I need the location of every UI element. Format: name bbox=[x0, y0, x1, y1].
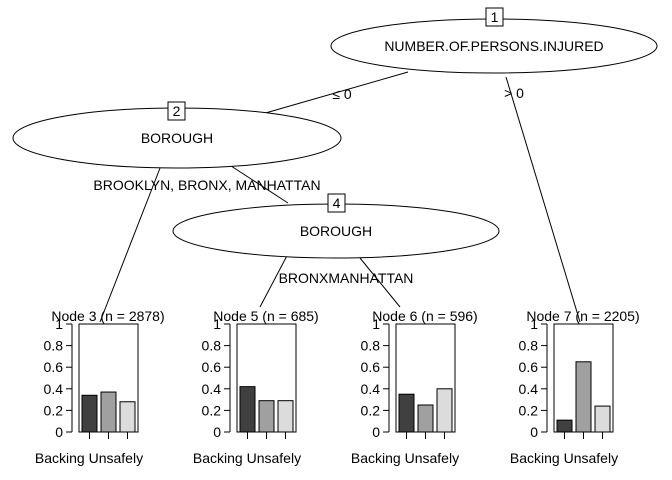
terminal-bar-panels: 0 0.2 0.4 0.6 0.8 1 0 0.2 0.4 0.6 0.8 1 0 0.2 0.4 0.6 0.… bbox=[44, 316, 614, 440]
edge-4-to-6 bbox=[359, 257, 401, 308]
y-tick-label: 0.2 bbox=[519, 402, 539, 418]
bar bbox=[594, 405, 611, 433]
y-tick-label: 0 bbox=[55, 424, 63, 440]
node-id-box-4 bbox=[327, 193, 346, 213]
y-tick-label: 0.2 bbox=[44, 402, 64, 418]
edge-label-4-right: MANHATTAN bbox=[328, 270, 413, 286]
y-tick-label: 0.8 bbox=[44, 338, 64, 354]
y-tick-label: 0.6 bbox=[519, 359, 539, 375]
y-tick-label: 0.2 bbox=[361, 402, 381, 418]
y-tick-label: 0 bbox=[213, 424, 221, 440]
bar bbox=[277, 400, 294, 433]
split-variable-1: NUMBER.OF.PERSONS.INJURED bbox=[384, 38, 603, 54]
y-tick-label: 0.6 bbox=[202, 359, 222, 375]
terminal-xlabel-3: Backing Unsafely bbox=[35, 450, 143, 466]
bar bbox=[100, 391, 117, 433]
bar bbox=[119, 401, 136, 433]
edge-label-2: BROOKLYN, BRONX, MANHATTAN bbox=[93, 177, 320, 193]
y-tick-label: 0.2 bbox=[202, 402, 222, 418]
y-tick-label: 0 bbox=[372, 424, 380, 440]
edge-label-2-right: BRONX, MANHATTAN bbox=[178, 177, 321, 193]
node-id-box-1 bbox=[485, 7, 504, 27]
y-tick-label: 0.8 bbox=[519, 338, 539, 354]
edge-label-2-left: BROOKLYN, bbox=[93, 177, 178, 193]
bar-panel-node-5: 0 0.2 0.4 0.6 0.8 1 bbox=[202, 316, 297, 440]
y-tick-label: 1 bbox=[530, 316, 538, 332]
edge-2-to-4 bbox=[227, 163, 289, 204]
y-tick-label: 0.4 bbox=[44, 381, 64, 397]
y-tick-label: 0.8 bbox=[361, 338, 381, 354]
node-id-4: 4 bbox=[333, 195, 341, 211]
split-node-1: 1 NUMBER.OF.PERSONS.INJURED bbox=[330, 7, 658, 74]
split-node-4: 4 BOROUGH bbox=[172, 193, 500, 259]
split-variable-4: BOROUGH bbox=[300, 223, 372, 239]
node-id-1: 1 bbox=[491, 9, 499, 25]
y-tick-label: 0.4 bbox=[519, 381, 539, 397]
edge-label-4: BRONXMANHATTAN bbox=[279, 270, 414, 286]
y-tick-label: 0.4 bbox=[202, 381, 222, 397]
node-id-box-2 bbox=[167, 101, 186, 121]
terminal-title-5: Node 5 (n = 685) bbox=[213, 308, 318, 324]
edge-label-4-left: BRONX bbox=[279, 270, 329, 286]
y-tick-label: 1 bbox=[372, 316, 380, 332]
split-node-2: 2 BOROUGH bbox=[12, 101, 342, 169]
bar-panel-node-7: 0 0.2 0.4 0.6 0.8 1 bbox=[519, 316, 614, 440]
bar bbox=[258, 400, 275, 433]
y-tick-label: 1 bbox=[213, 316, 221, 332]
edge-4-to-5 bbox=[259, 249, 291, 308]
y-tick-label: 0.8 bbox=[202, 338, 222, 354]
bar bbox=[575, 361, 592, 433]
edge-1-to-7 bbox=[505, 76, 581, 323]
bar bbox=[556, 419, 573, 433]
terminal-title-6: Node 6 (n = 596) bbox=[372, 308, 477, 324]
bar-panel-node-6: 0 0.2 0.4 0.6 0.8 1 bbox=[361, 316, 456, 440]
edge-1-to-2 bbox=[261, 71, 409, 115]
edge-2-to-3 bbox=[99, 162, 163, 323]
bar bbox=[81, 394, 98, 433]
bar bbox=[436, 388, 453, 433]
terminal-xlabel-7: Backing Unsafely bbox=[510, 450, 618, 466]
y-tick-label: 0.6 bbox=[44, 359, 64, 375]
bar-panel-node-3: 0 0.2 0.4 0.6 0.8 1 bbox=[44, 316, 139, 440]
bar bbox=[239, 386, 256, 433]
bar bbox=[398, 393, 415, 433]
y-tick-label: 0 bbox=[530, 424, 538, 440]
y-tick-label: 1 bbox=[55, 316, 63, 332]
node-id-2: 2 bbox=[173, 103, 181, 119]
edge-label-1-right: > 0 bbox=[504, 85, 524, 101]
split-variable-2: BOROUGH bbox=[141, 130, 213, 146]
y-tick-label: 0.6 bbox=[361, 359, 381, 375]
terminal-title-3: Node 3 (n = 2878) bbox=[51, 308, 164, 324]
y-tick-label: 0.4 bbox=[361, 381, 381, 397]
edge-label-1-left: ≤ 0 bbox=[332, 86, 352, 102]
tree-edges bbox=[99, 71, 581, 323]
terminal-xlabel-5: Backing Unsafely bbox=[193, 450, 301, 466]
bar bbox=[417, 404, 434, 433]
terminal-title-7: Node 7 (n = 2205) bbox=[526, 308, 639, 324]
terminal-xlabel-6: Backing Unsafely bbox=[351, 450, 459, 466]
